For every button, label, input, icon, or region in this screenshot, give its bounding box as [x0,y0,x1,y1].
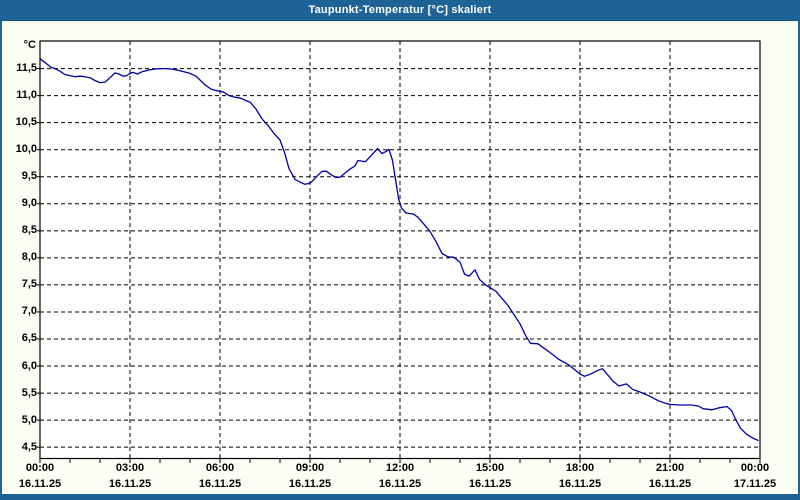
x-tick-date-label: 16.11.25 [558,478,602,490]
y-tick-label: 10,0 [15,143,37,156]
y-tick-label: 9,0 [21,197,37,210]
x-tick-date-label: 16.11.25 [378,478,422,490]
x-tick-date-label: 16.11.25 [18,478,62,490]
x-tick-date-label: 16.11.25 [468,478,512,490]
y-axis-unit-label: °C [23,39,36,51]
x-tick-date-label: 16.11.25 [648,478,692,490]
temperature-line [39,58,759,442]
x-tick-time-label: 00:00 [25,462,55,474]
window-title: Taupunkt-Temperatur [°C] skaliert [308,4,492,16]
y-tick-label: 7,0 [21,305,37,318]
y-tick-label: 4,5 [21,440,37,453]
plot-border [39,40,761,460]
y-tick-label: 5,5 [21,386,37,399]
x-tick-time-label: 00:00 [740,462,770,474]
x-tick-time-label: 18:00 [565,462,595,474]
x-tick-time-label: 09:00 [295,462,325,474]
y-tick-label: 8,5 [21,224,37,237]
x-tick-date-label: 17.11.25 [733,478,777,490]
x-tick-time-label: 12:00 [385,462,415,474]
y-tick-label: 8,0 [21,251,37,264]
window-title-bar: Taupunkt-Temperatur [°C] skaliert [0,0,800,21]
x-tick-time-label: 06:00 [205,462,235,474]
x-tick-date-label: 16.11.25 [108,478,152,490]
x-tick-time-label: 03:00 [115,462,145,474]
y-tick-label: 11,0 [16,89,37,102]
x-tick-date-label: 16.11.25 [288,478,332,490]
x-tick-time-label: 21:00 [655,462,685,474]
plot-background [40,41,760,459]
y-tick-label: 5,0 [21,413,37,426]
y-tick-label: 9,5 [21,170,37,183]
x-tick-date-label: 16.11.25 [198,478,242,490]
y-tick-label: 11,5 [16,62,37,75]
y-tick-label: 6,5 [21,332,37,345]
x-tick-time-label: 15:00 [475,462,505,474]
y-tick-label: 10,5 [15,116,37,129]
y-tick-label: 6,0 [21,359,37,372]
y-tick-label: 7,5 [21,278,37,291]
